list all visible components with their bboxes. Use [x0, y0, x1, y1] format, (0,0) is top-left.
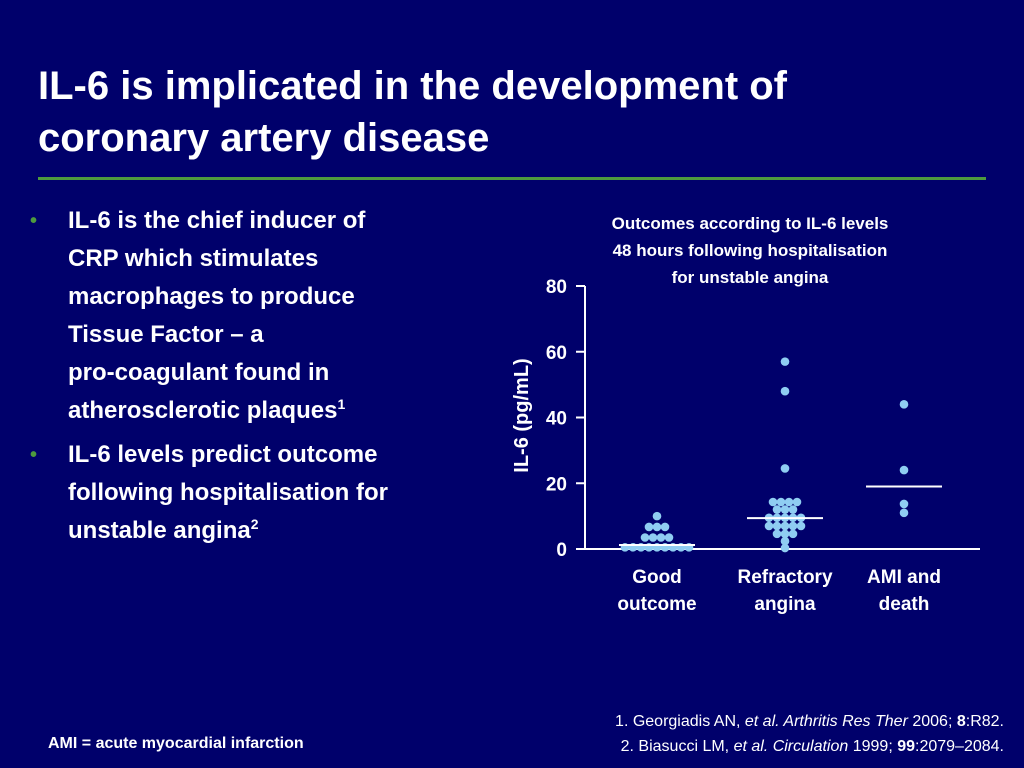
title-line: coronary artery disease — [38, 116, 490, 160]
bullet-dot: • — [30, 444, 38, 466]
bullet-line: atherosclerotic plaques1 — [68, 396, 346, 424]
data-point — [780, 386, 790, 396]
data-point — [780, 543, 790, 553]
bullet-line: following hospitalisation for — [68, 479, 388, 506]
y-tick-label: 40 — [546, 409, 567, 430]
data-point — [780, 529, 790, 539]
data-point — [772, 529, 782, 539]
data-point — [788, 529, 798, 539]
data-point — [772, 521, 782, 531]
data-point — [660, 522, 670, 532]
chart-title: Outcomes according to IL-6 levels — [612, 214, 889, 233]
reference-part: :2079–2084. — [915, 738, 1004, 755]
data-point — [788, 521, 798, 531]
reference-part: :R82. — [965, 713, 1004, 730]
bullet-line: macrophages to produce — [68, 283, 355, 310]
data-point — [899, 508, 909, 518]
data-point — [899, 465, 909, 475]
footnote: AMI = acute myocardial infarction — [48, 735, 304, 752]
x-tick-label: Good outcome — [617, 567, 697, 615]
reference-part: 99 — [897, 738, 916, 755]
data-point — [780, 357, 790, 366]
data-point — [780, 464, 790, 473]
data-point — [652, 522, 662, 532]
bullet-list: • IL-6 is the chief inducer of CRP which s… — [30, 202, 500, 556]
data-point — [648, 533, 658, 542]
bullet: • IL-6 levels predict outcome following ho… — [30, 436, 500, 550]
title-line: IL-6 is implicated in the development of — [38, 64, 788, 108]
bullet-dot: • — [30, 210, 38, 232]
data-point — [780, 521, 790, 531]
y-tick-label: 60 — [546, 343, 567, 364]
chart-title: for unstable angina — [672, 268, 829, 287]
y-tick-label: 20 — [546, 474, 567, 495]
superscript: 1 — [337, 396, 346, 412]
bullet-line: IL-6 is the chief inducer of — [68, 207, 366, 234]
data-point — [796, 521, 806, 531]
reference: 1. Georgiadis AN, et al. Arthritis Res T… — [615, 709, 1004, 734]
references: 1. Georgiadis AN, et al. Arthritis Res T… — [615, 709, 1004, 759]
data-point — [899, 400, 909, 409]
slide-title: IL-6 is implicated in the development of… — [38, 60, 787, 164]
data-point — [768, 497, 778, 507]
bullet-line: CRP which stimulates — [68, 245, 319, 272]
x-tick-label: Refractory angina — [737, 567, 833, 615]
data-point — [652, 511, 662, 521]
title-rule — [38, 177, 986, 180]
reference-part: 1999; — [848, 738, 898, 755]
data-point — [780, 505, 790, 514]
y-tick-label: 0 — [556, 540, 567, 561]
data-point — [764, 521, 774, 531]
x-tick-label: AMI and death — [867, 567, 941, 615]
bullet: • IL-6 is the chief inducer of CRP which s… — [30, 202, 500, 430]
reference-part: 2. Biasucci LM, — [620, 738, 734, 755]
bullet-line: IL-6 levels predict outcome — [68, 441, 378, 468]
reference: 2. Biasucci LM, et al. Circulation 1999;… — [615, 734, 1004, 759]
reference-part: 2006; — [907, 713, 957, 730]
y-tick-label: 80 — [546, 277, 567, 298]
data-point — [640, 533, 650, 542]
data-point — [788, 505, 798, 514]
bullet-line: Tissue Factor – a — [68, 321, 264, 348]
chart-title: 48 hours following hospitalisation — [613, 241, 888, 260]
bullet-line: unstable angina2 — [68, 516, 259, 544]
data-point — [664, 533, 674, 542]
reference-part: et al. Arthritis Res Ther — [744, 713, 908, 730]
reference-part: 1. Georgiadis AN, — [615, 713, 745, 730]
data-point — [772, 505, 782, 514]
reference-part: 8 — [956, 713, 966, 730]
superscript: 2 — [250, 516, 259, 532]
data-point — [656, 533, 666, 542]
reference-part: et al. Circulation — [733, 738, 849, 755]
data-point — [792, 497, 802, 507]
data-point — [780, 536, 790, 546]
data-point — [644, 522, 654, 532]
data-point — [784, 497, 794, 507]
bullet-line: pro-coagulant found in — [68, 359, 330, 386]
y-axis-label: IL-6 (pg/mL) — [511, 358, 533, 472]
data-point — [899, 499, 909, 509]
data-point — [776, 497, 786, 507]
